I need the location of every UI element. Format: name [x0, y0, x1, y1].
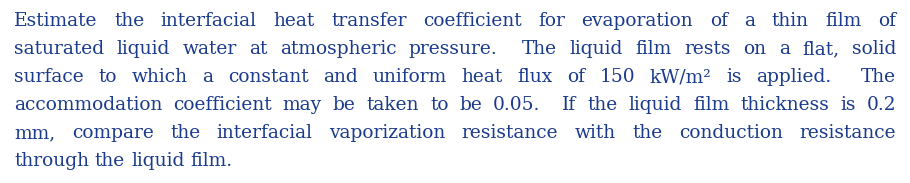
Text: Estimate: Estimate [14, 12, 97, 30]
Text: through: through [14, 152, 89, 170]
Text: coefficient: coefficient [423, 12, 521, 30]
Text: kW/m²: kW/m² [650, 68, 712, 86]
Text: the: the [114, 12, 145, 30]
Text: at: at [249, 40, 268, 58]
Text: film: film [825, 12, 862, 30]
Text: interfacial: interfacial [217, 124, 313, 142]
Text: the: the [588, 96, 618, 114]
Text: If: If [562, 96, 577, 114]
Text: solid: solid [852, 40, 896, 58]
Text: the: the [632, 124, 662, 142]
Text: and: and [323, 68, 358, 86]
Text: of: of [878, 12, 896, 30]
Text: is: is [726, 68, 742, 86]
Text: the: the [170, 124, 200, 142]
Text: for: for [538, 12, 565, 30]
Text: liquid: liquid [131, 152, 185, 170]
Text: conduction: conduction [679, 124, 783, 142]
Text: flux: flux [517, 68, 552, 86]
Text: 0.05.: 0.05. [493, 96, 541, 114]
Text: taken: taken [367, 96, 420, 114]
Text: evaporation: evaporation [581, 12, 693, 30]
Text: liquid: liquid [570, 40, 623, 58]
Text: 0.2: 0.2 [866, 96, 896, 114]
Text: film: film [636, 40, 672, 58]
Text: on: on [743, 40, 766, 58]
Text: accommodation: accommodation [14, 96, 162, 114]
Text: flat,: flat, [802, 40, 839, 58]
Text: interfacial: interfacial [161, 12, 257, 30]
Text: coefficient: coefficient [173, 96, 272, 114]
Text: constant: constant [228, 68, 308, 86]
Text: liquid: liquid [629, 96, 682, 114]
Text: 150: 150 [600, 68, 635, 86]
Text: vaporization: vaporization [329, 124, 445, 142]
Text: water: water [182, 40, 237, 58]
Text: rests: rests [684, 40, 731, 58]
Text: be: be [333, 96, 356, 114]
Text: resistance: resistance [461, 124, 559, 142]
Text: of: of [567, 68, 585, 86]
Text: a: a [744, 12, 755, 30]
Text: the: the [95, 152, 126, 170]
Text: film.: film. [190, 152, 232, 170]
Text: of: of [710, 12, 728, 30]
Text: to: to [98, 68, 116, 86]
Text: The: The [861, 68, 896, 86]
Text: liquid: liquid [116, 40, 170, 58]
Text: uniform: uniform [372, 68, 447, 86]
Text: mm,: mm, [14, 124, 56, 142]
Text: transfer: transfer [331, 12, 407, 30]
Text: saturated: saturated [14, 40, 104, 58]
Text: with: with [575, 124, 616, 142]
Text: a: a [779, 40, 790, 58]
Text: compare: compare [72, 124, 154, 142]
Text: heat: heat [273, 12, 315, 30]
Text: atmospheric: atmospheric [279, 40, 397, 58]
Text: which: which [132, 68, 187, 86]
Text: applied.: applied. [756, 68, 832, 86]
Text: a: a [202, 68, 213, 86]
Text: is: is [840, 96, 855, 114]
Text: The: The [522, 40, 558, 58]
Text: thickness: thickness [740, 96, 829, 114]
Text: surface: surface [14, 68, 84, 86]
Text: pressure.: pressure. [409, 40, 498, 58]
Text: be: be [460, 96, 482, 114]
Text: thin: thin [772, 12, 809, 30]
Text: may: may [283, 96, 322, 114]
Text: heat: heat [461, 68, 502, 86]
Text: to: to [430, 96, 449, 114]
Text: film: film [693, 96, 729, 114]
Text: resistance: resistance [799, 124, 896, 142]
